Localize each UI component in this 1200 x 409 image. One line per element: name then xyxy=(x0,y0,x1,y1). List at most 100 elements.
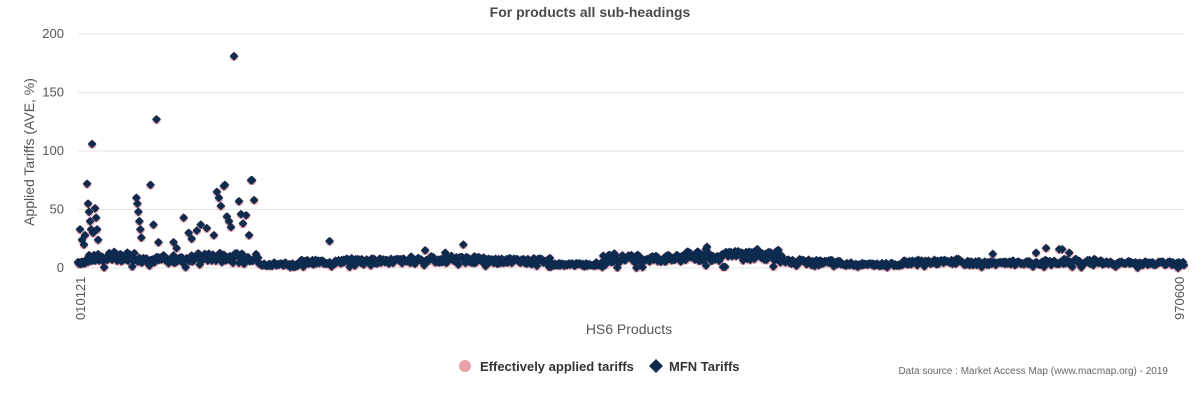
mfn-tariff-point xyxy=(187,251,197,260)
applied-tariffs-series xyxy=(73,52,1189,273)
y-tick-label: 50 xyxy=(50,202,64,217)
mfn-tariff-point xyxy=(135,216,144,226)
mfn-tariff-point xyxy=(244,230,254,240)
mfn-tariff-point xyxy=(645,257,654,266)
mfn-tariff-point xyxy=(212,187,222,197)
mfn-tariff-point xyxy=(459,240,468,249)
mfn-tariff-point xyxy=(774,245,783,255)
mfn-tariff-point xyxy=(241,210,251,220)
mfn-tariff-point xyxy=(80,230,90,240)
mfn-tariff-point xyxy=(461,258,470,268)
mfn-tariff-point xyxy=(79,240,89,249)
mfn-tariff-point xyxy=(1038,258,1048,268)
mfn-tariff-point xyxy=(249,195,259,205)
mfn-tariff-point xyxy=(600,260,610,270)
y-tick-label: 200 xyxy=(42,26,64,41)
mfn-tariff-point xyxy=(749,254,759,264)
mfn-tariff-point xyxy=(149,220,158,230)
mfn-tariff-point xyxy=(214,193,224,203)
mfn-tariff-point xyxy=(75,225,85,234)
mfn-tariff-point xyxy=(192,226,202,235)
mfn-tariff-point xyxy=(1057,244,1067,254)
mfn-tariff-point xyxy=(85,216,95,226)
legend-applied-label: Effectively applied tariffs xyxy=(480,359,634,374)
mfn-tariff-point xyxy=(769,262,778,271)
mfn-tariff-point xyxy=(720,262,730,272)
mfn-tariff-point xyxy=(236,209,246,219)
mfn-tariff-point xyxy=(172,243,181,253)
mfn-tariff-point xyxy=(83,199,93,208)
mfn-tariffs-series xyxy=(73,51,1189,273)
mfn-tariff-point xyxy=(130,248,139,258)
mfn-tariff-point xyxy=(146,180,155,190)
mfn-tariff-point xyxy=(87,139,97,149)
mfn-tariff-point xyxy=(133,199,142,208)
legend-applied-marker xyxy=(459,360,471,372)
mfn-tariff-point xyxy=(181,262,191,272)
mfn-tariff-point xyxy=(1039,262,1049,272)
mfn-tariff-point xyxy=(134,207,143,217)
y-axis-title: Applied Tariffs (AVE, %) xyxy=(21,78,37,226)
mfn-tariff-point xyxy=(86,225,96,234)
mfn-tariff-point xyxy=(179,213,189,223)
mfn-tariff-point xyxy=(226,222,236,232)
mfn-tariff-point xyxy=(224,216,234,226)
mfn-tariff-point xyxy=(194,249,204,259)
mfn-tariff-point xyxy=(702,242,712,252)
mfn-tariff-point xyxy=(234,196,244,206)
legend-item-applied[interactable]: Effectively applied tariffs xyxy=(459,359,634,374)
mfn-tariff-point xyxy=(91,213,101,223)
mfn-tariff-point xyxy=(102,255,112,265)
x-tick-label-last: 970600 xyxy=(1172,277,1187,320)
mfn-tariff-point xyxy=(325,236,334,246)
mfn-tariff-point xyxy=(184,228,194,238)
legend-mfn-marker xyxy=(649,359,663,373)
mfn-tariff-point xyxy=(420,246,430,255)
mfn-tariff-point xyxy=(187,234,197,244)
y-tick-label: 0 xyxy=(57,260,64,275)
mfn-tariff-point xyxy=(238,219,248,228)
mfn-tariff-point xyxy=(84,207,94,217)
mfn-tariff-point xyxy=(440,248,450,258)
mfn-tariff-point xyxy=(237,249,247,259)
mfn-tariff-point xyxy=(632,263,641,273)
mfn-tariff-point xyxy=(303,255,312,265)
mfn-tariff-point xyxy=(701,261,711,270)
mfn-tariff-point xyxy=(215,248,225,258)
y-tick-label: 150 xyxy=(42,85,64,100)
legend-mfn-label: MFN Tariffs xyxy=(669,359,740,374)
mfn-tariff-point xyxy=(1031,248,1041,258)
legend-item-mfn[interactable]: MFN Tariffs xyxy=(649,359,740,374)
mfn-tariff-point xyxy=(630,257,639,266)
data-source-note: Data source : Market Access Map (www.mac… xyxy=(898,366,1168,377)
mfn-tariff-point xyxy=(195,260,205,269)
mfn-tariff-point xyxy=(1064,248,1074,258)
chart-title: For products all sub-headings xyxy=(490,4,691,20)
mfn-tariff-point xyxy=(454,260,463,269)
mfn-tariff-point xyxy=(1089,260,1098,270)
mfn-tariff-point xyxy=(464,253,473,263)
mfn-tariff-point xyxy=(90,203,100,213)
mfn-tariff-point xyxy=(1041,243,1051,253)
mfn-tariff-point xyxy=(99,262,109,272)
mfn-tariff-point xyxy=(88,228,98,238)
y-tick-label: 100 xyxy=(42,143,64,158)
mfn-tariff-point xyxy=(216,201,226,211)
mfn-tariff-point xyxy=(152,115,161,124)
mfn-tariff-point xyxy=(111,250,121,260)
mfn-tariff-point xyxy=(638,262,647,272)
mfn-tariff-point xyxy=(1179,260,1189,270)
mfn-tariff-point xyxy=(82,179,92,189)
mfn-tariff-point xyxy=(209,230,219,240)
mfn-tariff-point xyxy=(104,248,114,258)
mfn-tariff-point xyxy=(1133,263,1143,273)
mfn-tariff-point xyxy=(93,235,103,245)
mfn-tariff-point xyxy=(137,233,146,242)
mfn-tariff-point xyxy=(222,212,232,221)
x-tick-label-first: 010121 xyxy=(73,277,88,320)
mfn-tariff-point xyxy=(154,237,163,247)
x-axis-title: HS6 Products xyxy=(586,321,672,337)
mfn-tariff-point xyxy=(127,262,137,271)
mfn-tariff-point xyxy=(247,175,257,185)
